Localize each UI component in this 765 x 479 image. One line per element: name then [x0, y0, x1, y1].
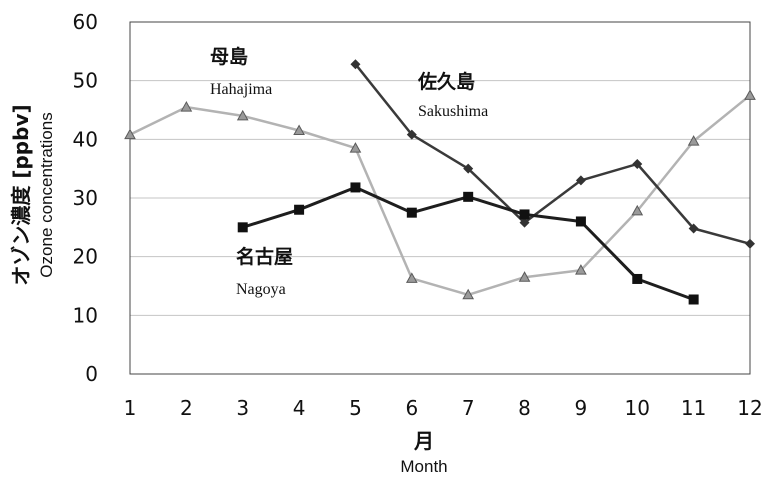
- y-tick-label: 0: [85, 362, 98, 386]
- series-sakushima: [350, 59, 755, 249]
- data-point-diamond: [688, 223, 699, 234]
- y-tick-label: 40: [73, 127, 98, 151]
- data-point-triangle: [180, 101, 193, 112]
- data-point-triangle: [293, 124, 305, 136]
- series-line: [354, 63, 751, 246]
- series-line: [242, 185, 695, 301]
- data-point-square: [237, 222, 248, 233]
- x-tick-labels: 1 2 3 4 5 6 7 8 9 10 11 12: [124, 396, 763, 420]
- data-point-diamond: [350, 59, 361, 70]
- data-point-triangle: [575, 264, 587, 275]
- series-line: [129, 94, 751, 297]
- x-tick-label: 1: [124, 396, 137, 420]
- data-point-square: [632, 273, 643, 284]
- data-point-diamond: [575, 175, 586, 186]
- data-point-square: [519, 209, 530, 220]
- y-tick-label: 50: [73, 69, 98, 93]
- data-point-triangle: [124, 128, 136, 140]
- data-point-square: [406, 207, 417, 218]
- data-point-diamond: [632, 158, 643, 169]
- y-axis-title-en: Ozone concentrations: [37, 112, 56, 277]
- x-tick-label: 6: [405, 396, 418, 420]
- x-tick-label: 11: [681, 396, 706, 420]
- data-point-triangle: [462, 288, 475, 300]
- data-point-triangle: [405, 272, 418, 283]
- data-point-square: [350, 182, 361, 193]
- y-tick-label: 10: [73, 303, 98, 327]
- data-point-diamond: [745, 238, 755, 249]
- label-nagoya-en: Nagoya: [236, 281, 286, 298]
- data-point-triangle: [236, 109, 249, 121]
- data-point-square: [575, 216, 586, 227]
- data-point-diamond: [406, 129, 417, 140]
- data-point-triangle: [349, 142, 362, 153]
- data-point-triangle: [518, 271, 531, 282]
- data-point-square: [463, 191, 474, 202]
- data-point-triangle: [744, 89, 756, 100]
- label-sakushima-jp: 佐久島: [417, 70, 475, 93]
- x-tick-label: 4: [293, 396, 306, 420]
- plot-frame: [129, 21, 751, 375]
- x-axis-title-en: Month: [400, 457, 447, 476]
- x-tick-label: 10: [625, 396, 650, 420]
- series-group: [124, 59, 756, 305]
- y-tick-label: 20: [73, 245, 98, 269]
- x-tick-label: 3: [236, 396, 249, 420]
- data-point-diamond: [519, 217, 530, 228]
- data-point-diamond: [463, 163, 474, 174]
- x-tick-label: 2: [180, 396, 193, 420]
- label-hahajima-jp: 母島: [210, 45, 248, 68]
- data-point-square: [688, 294, 699, 305]
- y-tick-label: 30: [73, 186, 98, 210]
- y-tick-label: 60: [73, 10, 98, 34]
- x-tick-label: 8: [518, 396, 531, 420]
- label-hahajima-en: Hahajima: [210, 81, 272, 98]
- x-tick-label: 9: [575, 396, 588, 420]
- data-point-square: [294, 204, 305, 215]
- x-tick-label: 7: [462, 396, 475, 420]
- data-point-triangle: [687, 135, 700, 146]
- data-point-triangle: [631, 204, 644, 216]
- y-tick-labels: 0 10 20 30 40 50 60: [73, 10, 98, 386]
- label-sakushima-en: Sakushima: [418, 103, 488, 120]
- series-nagoya: [237, 182, 699, 305]
- series-hahajima: [124, 89, 756, 300]
- gridlines: [130, 80, 750, 316]
- x-axis-title-jp: 月: [413, 429, 434, 453]
- x-tick-label: 5: [349, 396, 362, 420]
- y-axis-title-jp: オゾン濃度 [ppbv]: [9, 104, 33, 285]
- x-tick-label: 12: [737, 396, 762, 420]
- label-nagoya-jp: 名古屋: [236, 245, 293, 268]
